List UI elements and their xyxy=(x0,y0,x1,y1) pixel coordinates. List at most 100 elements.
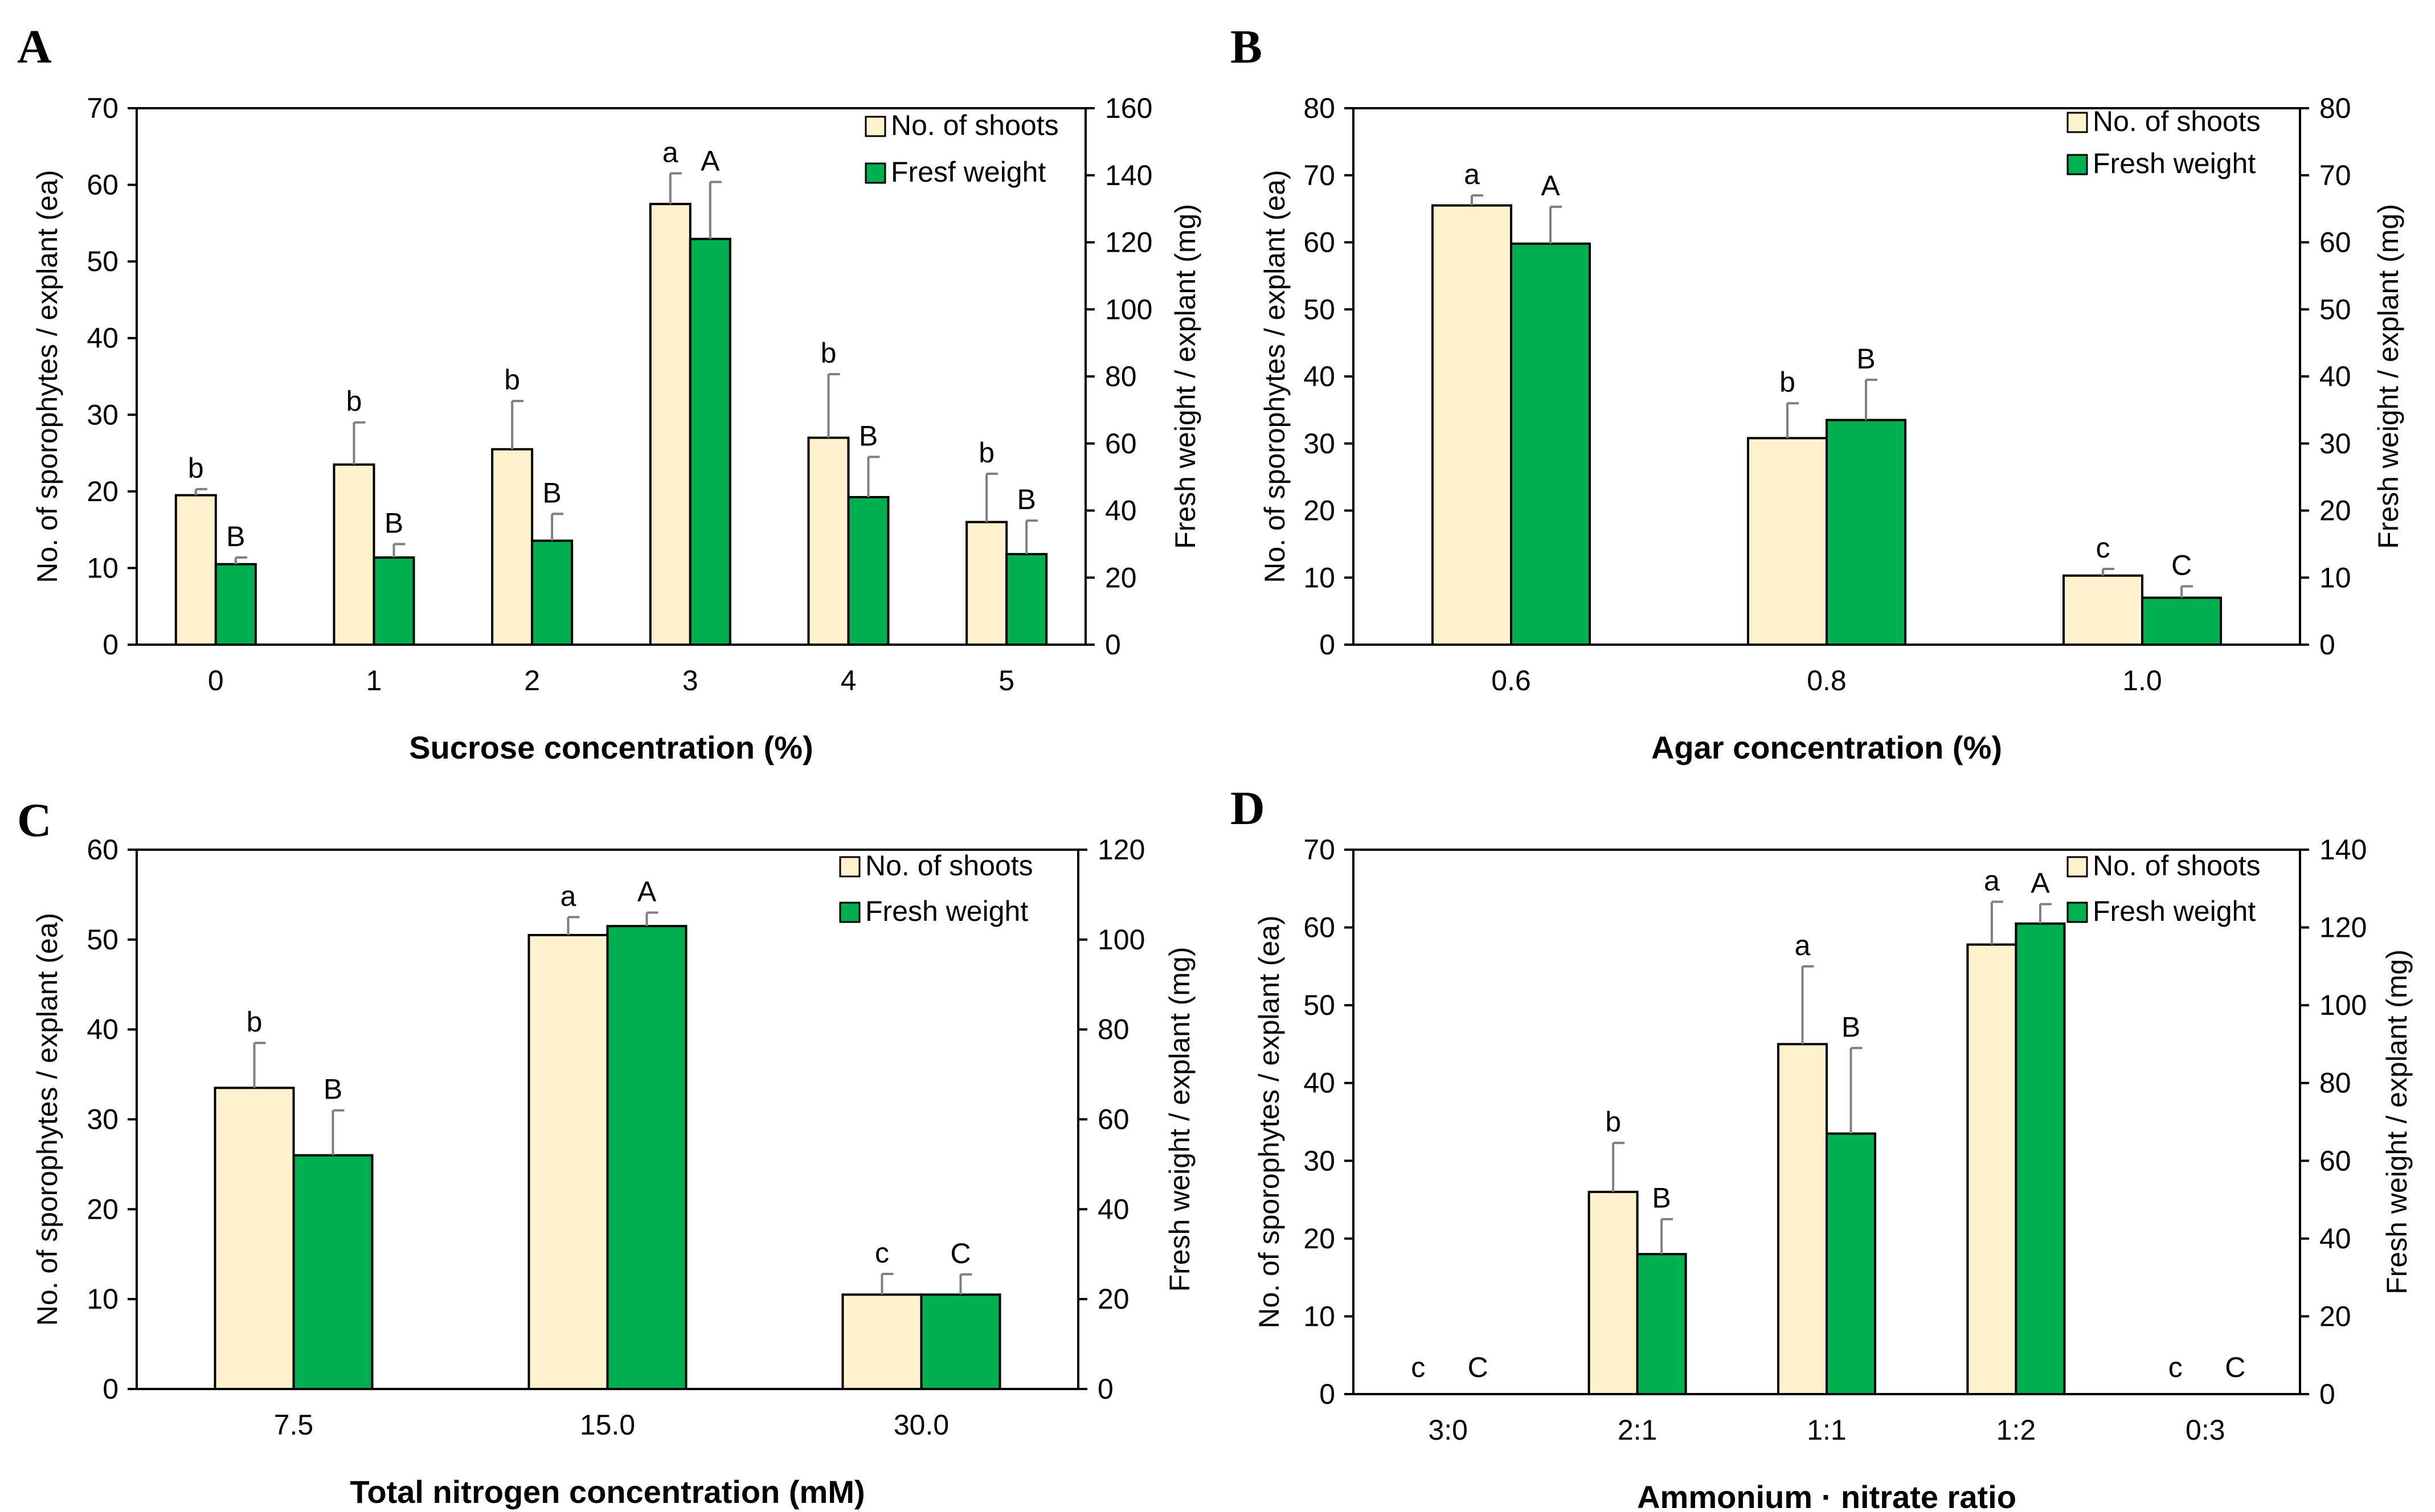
panel-letter: A xyxy=(17,21,52,73)
y-tick-label: 60 xyxy=(1303,227,1335,259)
y-tick-label: 30 xyxy=(87,1104,118,1136)
y-tick-label: 70 xyxy=(1303,834,1335,866)
legend-swatch xyxy=(839,856,861,878)
legend-label: No. of shoots xyxy=(2093,850,2261,882)
x-axis-title: Agar concentration (%) xyxy=(1651,730,2002,765)
significance-label: B xyxy=(1652,1182,1671,1214)
legend-label: No. of shoots xyxy=(891,109,1059,141)
significance-label: a xyxy=(560,880,576,912)
x-tick-label: 1:2 xyxy=(1996,1414,2036,1446)
y2-tick-label: 80 xyxy=(2319,92,2351,124)
y2-tick-label: 40 xyxy=(1098,1193,1129,1225)
y-tick-label: 70 xyxy=(87,92,118,124)
significance-label: a xyxy=(1464,158,1480,190)
significance-label: B xyxy=(1017,483,1036,515)
significance-label: b xyxy=(346,386,362,417)
y-tick-label: 0 xyxy=(1319,629,1335,661)
significance-label: b xyxy=(188,452,204,484)
significance-label: a xyxy=(662,136,678,168)
bar-fresh-weight xyxy=(1826,419,1906,646)
y-axis-title: No. of sporophytes / explant (ea) xyxy=(31,913,63,1326)
bar-fresh-weight xyxy=(373,556,415,646)
legend-label: Fresh weight xyxy=(2093,147,2256,179)
bar-fresh-weight xyxy=(1826,1132,1876,1395)
y-tick-label: 40 xyxy=(87,322,118,354)
y-tick-label: 60 xyxy=(87,834,118,866)
y-axis-title: No. of sporophytes / explant (ea) xyxy=(1259,170,1291,583)
y2-tick-label: 60 xyxy=(1105,428,1137,460)
x-tick-label: 3 xyxy=(682,665,698,696)
significance-label: c xyxy=(875,1237,889,1269)
significance-label: C xyxy=(950,1238,971,1269)
legend-swatch xyxy=(865,116,886,137)
y2-tick-label: 120 xyxy=(2319,912,2367,944)
bar-fresh-weight xyxy=(214,563,257,646)
y2-tick-label: 0 xyxy=(2319,1378,2335,1410)
bar-fresh-weight xyxy=(920,1293,1001,1390)
x-tick-label: 0.6 xyxy=(1491,665,1531,696)
legend-label: No. of shoots xyxy=(2093,105,2261,137)
y-axis-title: No. of sporophytes / explant (ea) xyxy=(1253,915,1285,1328)
y2-tick-label: 40 xyxy=(2319,360,2351,392)
y-tick-label: 70 xyxy=(1303,159,1335,191)
y2-tick-label: 20 xyxy=(1105,562,1137,593)
chart-panel-b: B 0 10 20 30 40 50 60 70 80 0 10 20 30 40 50 60 70 80 0.6 0.… xyxy=(1230,21,2404,765)
chart-panel-c: C 0 10 20 30 40 50 60 0 20 40 60 80 100 120 7.5 15.0 30.0… xyxy=(17,794,1196,1510)
significance-label: C xyxy=(1468,1351,1488,1383)
y2-tick-label: 160 xyxy=(1105,92,1152,124)
bar-shoots xyxy=(1431,204,1512,646)
y-tick-label: 30 xyxy=(87,399,118,431)
panel-letter: B xyxy=(1230,21,1262,73)
bar-shoots xyxy=(174,494,217,646)
legend-swatch xyxy=(2066,112,2088,133)
y-tick-label: 30 xyxy=(1303,1145,1335,1177)
y2-tick-label: 0 xyxy=(1105,629,1121,661)
y2-tick-label: 70 xyxy=(2319,159,2351,191)
x-axis-title: Sucrose concentration (%) xyxy=(409,730,813,765)
significance-label: A xyxy=(637,875,657,907)
bar-fresh-weight xyxy=(2141,596,2222,646)
y2-tick-label: 20 xyxy=(1098,1283,1129,1315)
x-tick-label: 3:0 xyxy=(1428,1414,1468,1446)
x-tick-label: 30.0 xyxy=(894,1409,949,1441)
bar-shoots xyxy=(527,933,609,1390)
x-tick-label: 7.5 xyxy=(274,1409,314,1441)
y2-tick-label: 0 xyxy=(2319,629,2335,661)
y2-axis-title: Fresh weight / explant (mg) xyxy=(2372,204,2404,549)
y-tick-label: 10 xyxy=(1303,1300,1335,1332)
x-tick-label: 0:3 xyxy=(2186,1414,2225,1446)
legend-label: Fresh weight xyxy=(2093,895,2256,927)
y2-tick-label: 60 xyxy=(2319,227,2351,259)
y-tick-label: 0 xyxy=(1319,1378,1335,1410)
y2-tick-label: 40 xyxy=(1105,495,1137,527)
legend-swatch xyxy=(839,902,861,923)
y2-tick-label: 140 xyxy=(1105,159,1152,191)
significance-label: c xyxy=(1411,1351,1425,1383)
y-tick-label: 50 xyxy=(87,245,118,277)
y-tick-label: 20 xyxy=(1303,495,1335,527)
bar-fresh-weight xyxy=(1005,553,1048,646)
legend-swatch xyxy=(865,162,886,184)
x-tick-label: 1 xyxy=(366,665,382,696)
panel-letter: C xyxy=(17,794,52,847)
y2-tick-label: 80 xyxy=(1098,1014,1129,1046)
significance-label: a xyxy=(1795,929,1811,961)
significance-label: a xyxy=(1984,865,2000,897)
chart-panel-a: A 0 10 20 30 40 50 60 70 0 20 40 60 80 100 120 140 160 0 1 2… xyxy=(17,21,1201,765)
y2-tick-label: 50 xyxy=(2319,293,2351,325)
significance-label: b xyxy=(1779,366,1795,398)
y-tick-label: 10 xyxy=(1303,562,1335,593)
y-tick-label: 40 xyxy=(87,1014,118,1046)
y2-tick-label: 120 xyxy=(1098,834,1145,866)
y-tick-label: 20 xyxy=(87,1193,118,1225)
legend-swatch xyxy=(2066,154,2088,175)
significance-label: B xyxy=(1856,343,1875,375)
y2-tick-label: 40 xyxy=(2319,1223,2351,1255)
y-tick-label: 60 xyxy=(87,169,118,201)
bar-fresh-weight xyxy=(531,539,574,646)
bar-shoots xyxy=(1587,1190,1639,1396)
bar-fresh-weight xyxy=(1636,1253,1687,1395)
chart-panel-d: D 0 10 20 30 40 50 60 70 0 20 40 60 80 100 120 140 3:0 2:1… xyxy=(1230,782,2413,1512)
bar-shoots xyxy=(1777,1043,1828,1395)
